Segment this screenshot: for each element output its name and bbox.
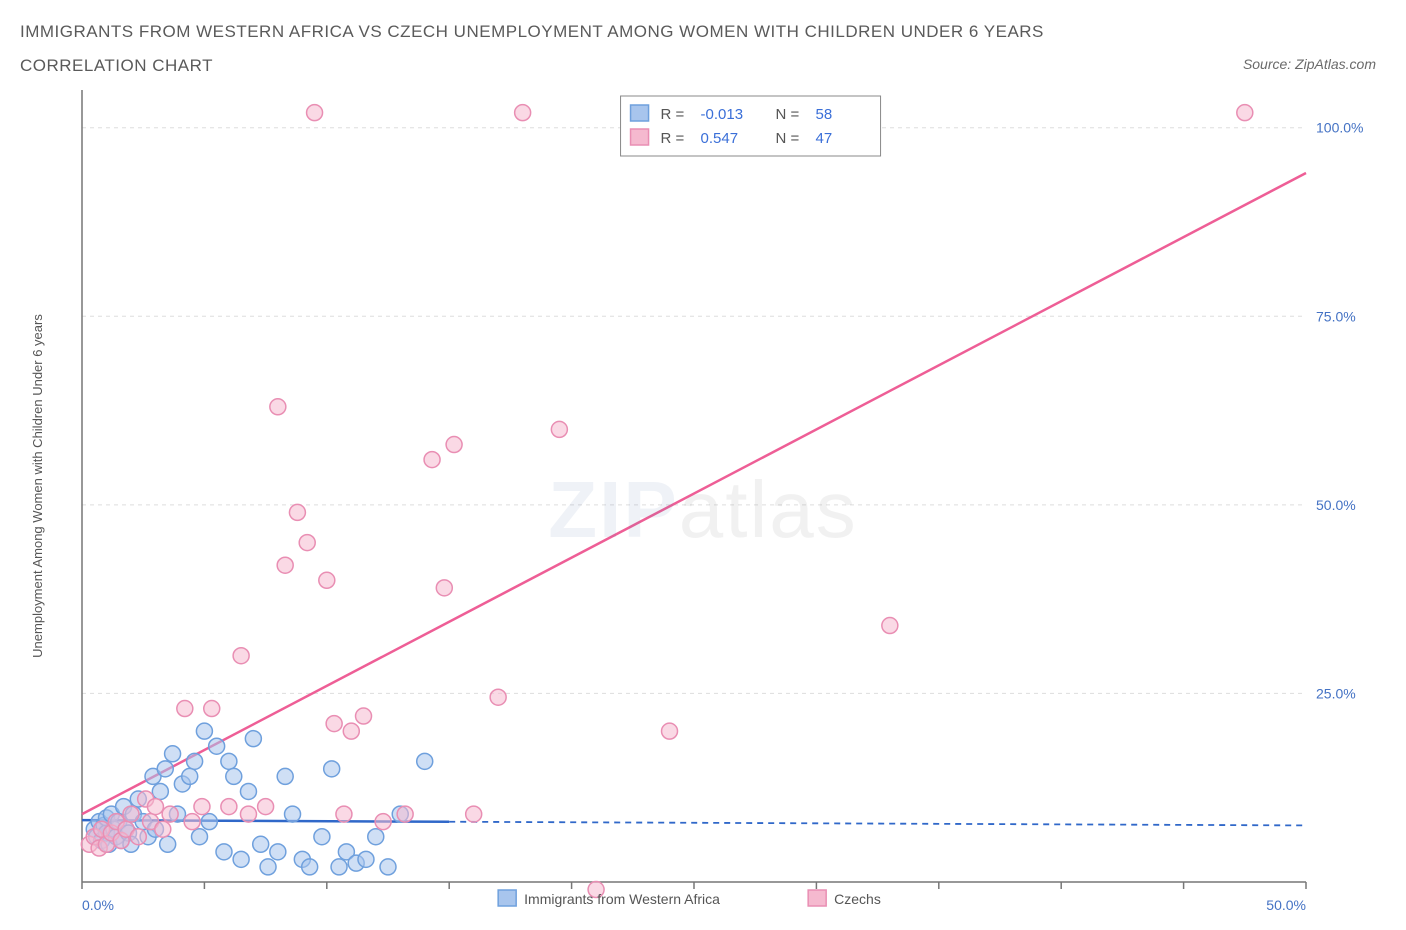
svg-text:50.0%: 50.0% — [1316, 497, 1356, 513]
title-line-2: CORRELATION CHART — [20, 56, 1386, 76]
svg-text:Immigrants from Western Africa: Immigrants from Western Africa — [524, 891, 720, 907]
svg-text:Czechs: Czechs — [834, 891, 881, 907]
svg-text:58: 58 — [816, 106, 833, 123]
svg-text:0.0%: 0.0% — [82, 897, 114, 913]
svg-text:0.547: 0.547 — [701, 130, 739, 147]
svg-text:25.0%: 25.0% — [1316, 685, 1356, 701]
svg-text:N =: N = — [776, 130, 800, 147]
svg-text:100.0%: 100.0% — [1316, 120, 1363, 136]
title-line-1: IMMIGRANTS FROM WESTERN AFRICA VS CZECH … — [20, 22, 1386, 42]
svg-text:Unemployment Among Women with: Unemployment Among Women with Children U… — [30, 314, 45, 658]
svg-text:75.0%: 75.0% — [1316, 308, 1356, 324]
correlation-chart: 0.0% 50.0% 25.0% 50.0% 75.0% 100.0% Unemployme… — [20, 90, 1386, 930]
chart-svg: 0.0% 50.0% 25.0% 50.0% 75.0% 100.0% Unemployme… — [20, 90, 1386, 930]
svg-text:N =: N = — [776, 106, 800, 123]
svg-text:R =: R = — [661, 106, 685, 123]
svg-text:50.0%: 50.0% — [1266, 897, 1306, 913]
svg-text:47: 47 — [816, 130, 833, 147]
svg-text:-0.013: -0.013 — [701, 106, 744, 123]
header: IMMIGRANTS FROM WESTERN AFRICA VS CZECH … — [0, 0, 1406, 76]
svg-text:R =: R = — [661, 130, 685, 147]
source-attribution: Source: ZipAtlas.com — [1243, 56, 1376, 72]
